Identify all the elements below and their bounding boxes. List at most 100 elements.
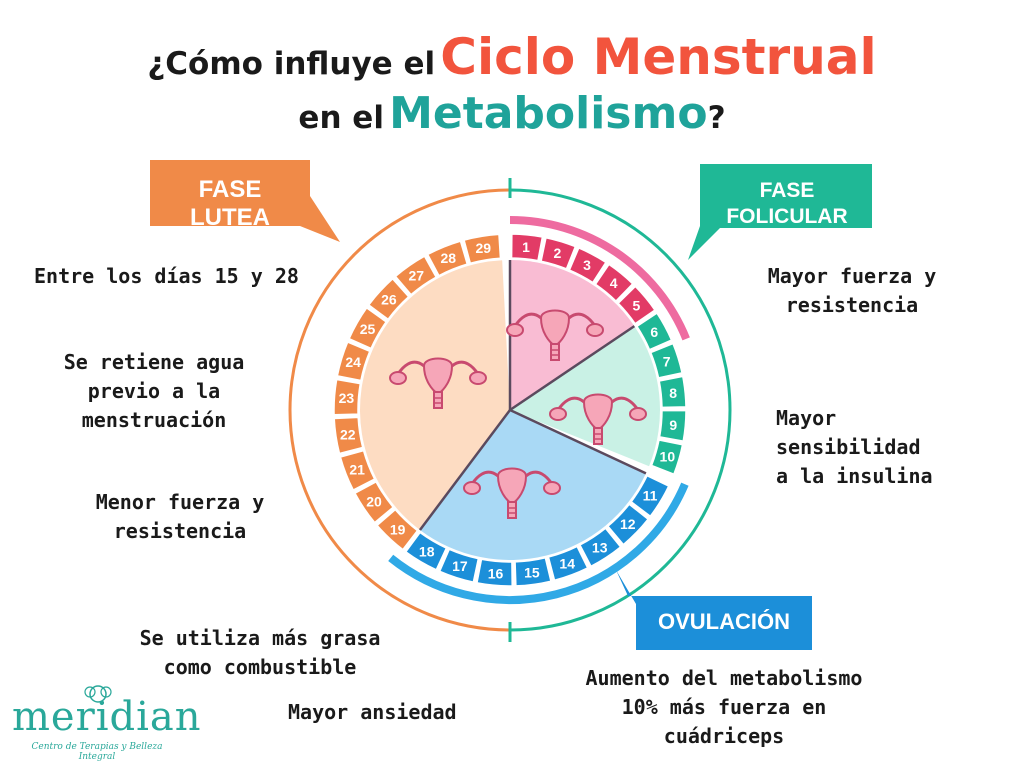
day-number-20: 20: [366, 494, 382, 510]
day-segment-16: [476, 558, 513, 587]
note-metabolismo-l2: 10% más fuerza en: [621, 695, 827, 719]
day-segment-6: [635, 312, 673, 351]
day-number-7: 7: [663, 354, 671, 370]
day-segment-14: [547, 545, 589, 582]
title-highlight-metabolismo: Metabolismo: [389, 88, 708, 139]
day-number-10: 10: [660, 448, 676, 464]
phase-label-lutea-line1: FASE: [198, 176, 262, 203]
day-segment-27: [394, 255, 438, 296]
title-highlight-ciclo: Ciclo Menstrual: [440, 28, 877, 86]
day-segment-24: [336, 341, 371, 382]
day-segment-28: [426, 240, 469, 277]
day-segment-29: [463, 233, 502, 265]
wedge-divider: [509, 325, 636, 412]
day-number-5: 5: [632, 297, 640, 313]
tree-icon: [84, 685, 112, 703]
note-retiene-agua-l2: previo a la: [87, 379, 221, 403]
day-number-18: 18: [419, 543, 435, 559]
day-number-28: 28: [440, 250, 456, 266]
note-metabolismo-l3: cuádriceps: [663, 724, 785, 748]
day-number-11: 11: [643, 487, 658, 503]
phase-arcs: [388, 216, 690, 604]
day-number-14: 14: [559, 556, 575, 572]
day-segment-3: [568, 247, 607, 284]
banner-ovulacion: [616, 570, 812, 650]
wedge-divider: [418, 409, 511, 531]
note-insulina-l3: a la insulina: [776, 464, 933, 488]
day-segment-9: [658, 409, 687, 443]
note-grasa-l1: Se utiliza más grasa: [139, 626, 381, 650]
day-number-17: 17: [452, 558, 468, 574]
note-metabolismo-l1: Aumento del metabolismo: [585, 666, 863, 690]
banner-lutea: [150, 160, 340, 242]
phase-label-lutea: FASE LUTEA: [166, 176, 294, 232]
wedge-divider: [509, 408, 647, 475]
phase-label-lutea-line2: LUTEA: [190, 204, 270, 231]
note-retiene-agua: Se retiene agua previo a la menstruación: [48, 348, 260, 435]
note-menor-fuerza-l2: resistencia: [113, 519, 247, 543]
outer-ring-lutea: [288, 188, 511, 632]
note-insulina-l2: sensibilidad: [776, 435, 921, 459]
day-number-13: 13: [592, 539, 608, 555]
day-segment-20: [353, 480, 395, 524]
note-menor-fuerza: Menor fuerza y resistencia: [80, 488, 280, 546]
day-number-16: 16: [488, 565, 504, 581]
note-mayor-fuerza-l2: resistencia: [785, 293, 919, 317]
note-sensibilidad-insulina: Mayor sensibilidad a la insulina: [776, 404, 933, 491]
day-number-19: 19: [390, 521, 406, 537]
meridian-logo: meridian Centro de Terapias y Belleza In…: [12, 685, 202, 762]
day-segment-21: [339, 449, 376, 491]
day-segment-13: [578, 527, 622, 568]
banner-folicular: [688, 164, 872, 260]
day-number-8: 8: [669, 385, 677, 401]
title-question-mark: ?: [707, 100, 726, 136]
title-line-2: en el Metabolismo?: [0, 88, 1024, 139]
day-number-24: 24: [345, 354, 361, 370]
day-number-12: 12: [620, 516, 636, 532]
arc-ovulacion: [388, 482, 689, 604]
day-segment-17: [438, 548, 480, 584]
arc-menstruacion: [509, 216, 690, 341]
day-segment-26: [367, 277, 410, 321]
outer-ring-layer: [150, 160, 872, 650]
note-retiene-agua-l3: menstruación: [81, 408, 227, 432]
note-aumento-metabolismo: Aumento del metabolismo 10% más fuerza e…: [566, 664, 882, 751]
day-segment-4: [594, 263, 634, 303]
note-grasa-l2: como combustible: [163, 655, 357, 679]
day-segment-12: [606, 503, 650, 546]
day-number-4: 4: [610, 275, 618, 291]
day-segment-8: [658, 375, 687, 409]
day-number-6: 6: [650, 324, 658, 340]
day-segment-18: [404, 531, 448, 571]
note-mayor-fuerza-l1: Mayor fuerza y: [767, 264, 937, 288]
day-number-3: 3: [583, 257, 591, 273]
day-segment-10: [650, 439, 684, 476]
wedge-menstruacion: [510, 260, 635, 410]
outer-ring-folicular: [509, 188, 732, 632]
day-number-22: 22: [340, 426, 356, 442]
day-number-15: 15: [524, 565, 540, 581]
day-segment-25: [348, 306, 388, 350]
note-menor-fuerza-l1: Menor fuerza y: [95, 490, 265, 514]
wedge-folicular: [510, 326, 660, 467]
day-segment-2: [540, 236, 577, 270]
title-prefix-2: en el: [298, 100, 384, 136]
day-segment-5: [617, 285, 656, 325]
note-mayor-fuerza: Mayor fuerza y resistencia: [752, 262, 952, 320]
note-retiene-agua-l1: Se retiene agua: [63, 350, 245, 374]
day-number-29: 29: [476, 240, 492, 256]
title-line-1: ¿Cómo influye el Ciclo Menstrual: [0, 28, 1024, 86]
note-dias-15-28: Entre los días 15 y 28: [34, 264, 299, 288]
day-segment-22: [333, 416, 364, 455]
day-segment-23: [333, 378, 362, 416]
note-mayor-ansiedad: Mayor ansiedad: [288, 700, 457, 724]
phase-label-folicular-line1: FASE: [759, 179, 815, 202]
day-number-25: 25: [360, 321, 376, 337]
title-prefix: ¿Cómo influye el: [147, 46, 436, 82]
logo-name: meridian: [12, 694, 202, 740]
day-number-9: 9: [669, 417, 677, 433]
day-segment-1: [510, 233, 544, 262]
day-number-26: 26: [381, 291, 397, 307]
phase-label-folicular-line2: FOLICULAR: [726, 205, 848, 228]
